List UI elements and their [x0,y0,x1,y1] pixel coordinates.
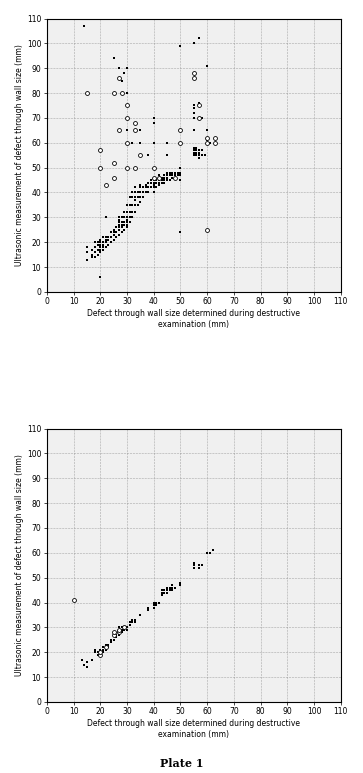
Y-axis label: Ultrasonic measurement of defect through wall size (mm): Ultrasonic measurement of defect through… [15,455,24,676]
Y-axis label: Ultrasonic measurement of defect through wall size (mm): Ultrasonic measurement of defect through… [15,44,24,266]
Text: Plate 1: Plate 1 [160,758,203,769]
X-axis label: Defect through wall size determined during destructive
examination (mm): Defect through wall size determined duri… [87,309,300,329]
X-axis label: Defect through wall size determined during destructive
examination (mm): Defect through wall size determined duri… [87,719,300,739]
